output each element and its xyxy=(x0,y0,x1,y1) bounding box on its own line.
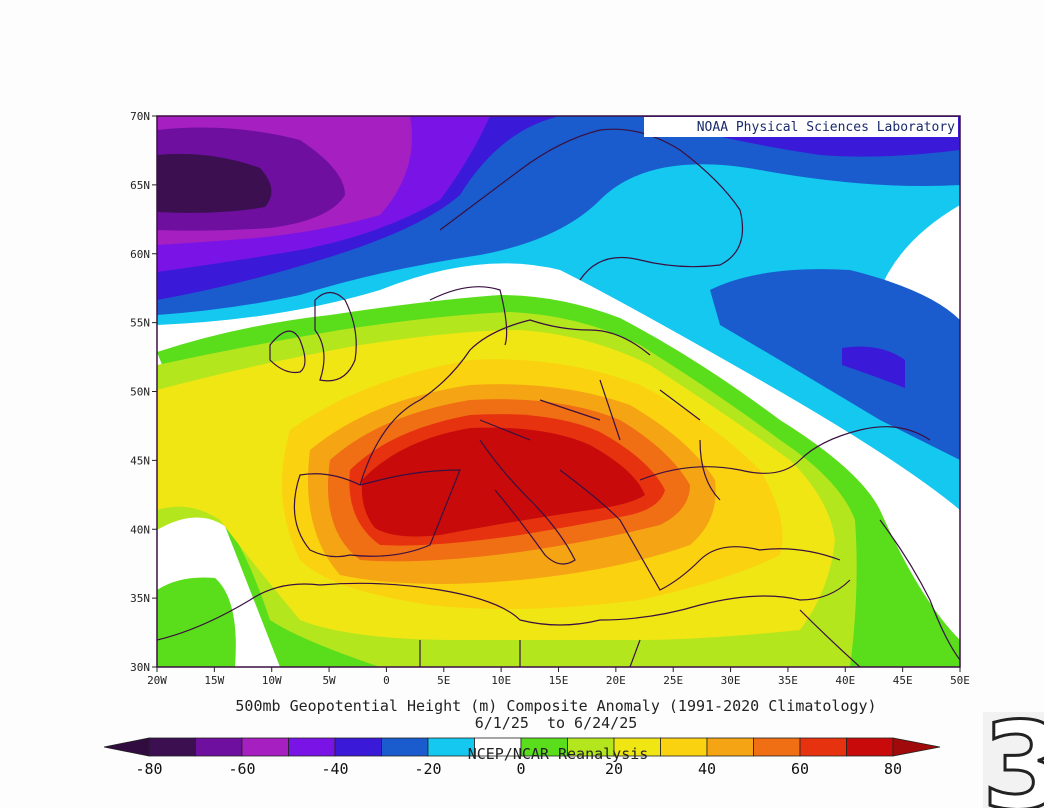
source-label: NCEP/NCAR Reanalysis xyxy=(468,745,649,763)
lat-tick-label: 40N xyxy=(130,523,150,536)
lon-tick-label: 10W xyxy=(262,674,282,687)
lon-tick-label: 45E xyxy=(893,674,913,687)
colorbar-cell xyxy=(753,737,801,757)
anomaly-contour-fills xyxy=(157,116,960,667)
colorbar-cell xyxy=(148,737,196,757)
latitude-axis: 70N 65N 60N 55N 50N 45N 40N 35N 30N xyxy=(130,110,157,674)
negative-contour--20-east xyxy=(710,269,960,460)
lon-tick-label: 5E xyxy=(437,674,450,687)
lon-tick-label: 15W xyxy=(204,674,224,687)
credit-box xyxy=(644,117,958,137)
colorbar-cell xyxy=(334,737,382,757)
lon-tick-label: 25E xyxy=(663,674,683,687)
colorbar-label: -40 xyxy=(321,760,348,778)
colorbar-cell xyxy=(846,737,894,757)
credit-label: NOAA Physical Sciences Laboratory xyxy=(697,120,955,135)
colorbar xyxy=(103,737,941,757)
colorbar-cell xyxy=(799,737,847,757)
lon-tick-label: 20E xyxy=(606,674,626,687)
colorbar-label: -80 xyxy=(135,760,162,778)
lon-tick-label: 10E xyxy=(491,674,511,687)
colorbar-label: 80 xyxy=(884,760,902,778)
map-subtitle: 6/1/25 to 6/24/25 xyxy=(474,714,638,732)
lat-tick-label: 55N xyxy=(130,317,150,330)
colorbar-cell xyxy=(381,737,429,757)
colorbar-label: 0 xyxy=(516,760,525,778)
lat-tick-label: 35N xyxy=(130,592,150,605)
colorbar-labels: -80 -60 -40 -20 0 20 40 60 80 xyxy=(135,760,902,778)
lat-tick-label: 70N xyxy=(130,110,150,123)
logo-glyph: 3 xyxy=(982,698,1044,808)
colorbar-label: 20 xyxy=(605,760,623,778)
colorbar-high-arrow xyxy=(892,737,941,757)
logo-mark: 3 xyxy=(981,697,1044,808)
colorbar-cell xyxy=(660,737,708,757)
lon-tick-label: 15E xyxy=(549,674,569,687)
colorbar-cell xyxy=(195,737,243,757)
negative-contour--30-east xyxy=(842,346,905,388)
lon-tick-label: 5W xyxy=(322,674,336,687)
lat-tick-label: 50N xyxy=(130,386,150,399)
map-title: 500mb Geopotential Height (m) Composite … xyxy=(235,697,877,715)
colorbar-label: 40 xyxy=(698,760,716,778)
lon-tick-label: 0 xyxy=(383,674,390,687)
colorbar-cell xyxy=(241,737,289,757)
lat-tick-label: 65N xyxy=(130,179,150,192)
colorbar-label: -60 xyxy=(228,760,255,778)
longitude-axis: 20W 15W 10W 5W 0 5E 10E 15E 20E 25E 30E 35E 40E 45E 50… xyxy=(147,667,970,687)
colorbar-label: 60 xyxy=(791,760,809,778)
colorbar-cell xyxy=(288,737,336,757)
lon-tick-label: 50E xyxy=(950,674,970,687)
lon-tick-label: 30E xyxy=(721,674,741,687)
colorbar-label: -20 xyxy=(414,760,441,778)
positive-contour-80 xyxy=(361,427,645,537)
lon-tick-label: 35E xyxy=(778,674,798,687)
coastlines xyxy=(157,128,960,667)
lat-tick-label: 45N xyxy=(130,454,150,467)
lat-tick-label: 30N xyxy=(130,661,150,674)
negative-contour--70 xyxy=(157,153,272,213)
lon-tick-label: 40E xyxy=(835,674,855,687)
lat-tick-label: 60N xyxy=(130,248,150,261)
lon-tick-label: 20W xyxy=(147,674,167,687)
colorbar-cell xyxy=(706,737,754,757)
colorbar-low-arrow xyxy=(103,737,150,757)
